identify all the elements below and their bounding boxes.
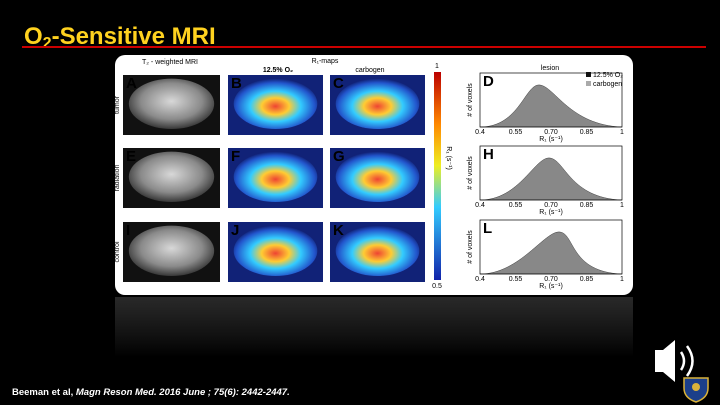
- colorbar-label: R₁ (s⁻¹): [445, 146, 452, 170]
- colorbar-min: 0.5: [432, 283, 442, 290]
- x-tick-label: 0.85: [580, 129, 594, 136]
- t2-image: [128, 78, 215, 129]
- y-axis-label: # of voxels: [467, 83, 474, 117]
- logo: [683, 377, 709, 403]
- title-main: O: [24, 23, 43, 50]
- x-tick-label: 0.4: [475, 202, 485, 209]
- histogram-frame: [479, 72, 623, 128]
- reflection: [115, 297, 633, 357]
- panel-letter: H: [483, 146, 494, 163]
- histogram-shape: [479, 157, 623, 201]
- legend-entry: 12.5% O₂: [593, 72, 623, 79]
- panel-letter: F: [231, 148, 240, 165]
- x-tick-label: 0.85: [580, 202, 594, 209]
- x-tick-label: 1: [620, 129, 624, 136]
- row-label: control: [114, 241, 121, 262]
- panel-letter: E: [126, 148, 136, 165]
- y-axis-label: # of voxels: [467, 230, 474, 264]
- title-rest: -Sensitive MRI: [52, 23, 216, 50]
- colorbar-max: 1: [435, 63, 439, 70]
- figure: T₂ - weighted MRI R₁-maps 12.5% O₂ carbo…: [114, 58, 624, 290]
- x-axis-label: R₁ (s⁻¹): [539, 283, 563, 290]
- y-axis-label: # of voxels: [467, 156, 474, 190]
- histogram-frame: [479, 145, 623, 201]
- panel-letter: J: [231, 222, 239, 239]
- slide-title: O2-Sensitive MRI: [24, 23, 216, 52]
- speaker-icon: [655, 340, 694, 382]
- x-tick-label: 0.85: [580, 276, 594, 283]
- panel-letter: G: [333, 148, 345, 165]
- x-tick-label: 0.4: [475, 276, 485, 283]
- panel-letter: C: [333, 75, 344, 92]
- row-label: tumor: [114, 95, 121, 114]
- t2-image: [128, 225, 215, 276]
- r1-map: [233, 151, 318, 202]
- panel-letter: L: [483, 220, 492, 237]
- column-label: lesion: [541, 65, 559, 72]
- title-subscript: 2: [43, 35, 52, 52]
- t2-image: [128, 151, 215, 202]
- r1-map: [233, 78, 318, 129]
- x-tick-label: 0.70: [544, 276, 558, 283]
- citation-authors: Beeman et al,: [12, 387, 76, 398]
- citation: Beeman et al, Magn Reson Med. 2016 June …: [12, 387, 290, 398]
- r1-map: [335, 151, 420, 202]
- x-tick-label: 0.4: [475, 129, 485, 136]
- x-tick-label: 0.55: [509, 276, 523, 283]
- r1-map: [335, 78, 420, 129]
- histogram-frame: [479, 219, 623, 275]
- x-axis-label: R₁ (s⁻¹): [539, 136, 563, 143]
- x-tick-label: 0.70: [544, 202, 558, 209]
- panel-letter: B: [231, 75, 242, 92]
- panel-letter: D: [483, 73, 494, 90]
- legend-swatch: [586, 81, 591, 86]
- legend-swatch: [586, 72, 591, 77]
- row-label: radiation: [114, 164, 121, 191]
- x-tick-label: 1: [620, 202, 624, 209]
- x-tick-label: 0.55: [509, 202, 523, 209]
- x-axis-label: R₁ (s⁻¹): [539, 209, 563, 216]
- column-label: carbogen: [355, 67, 384, 74]
- panel-letter: I: [126, 222, 130, 239]
- panel-letter: A: [126, 75, 137, 92]
- x-tick-label: 0.70: [544, 129, 558, 136]
- histogram-shape: [479, 84, 623, 128]
- r1-map: [233, 225, 318, 276]
- column-label: R₁-maps: [312, 58, 339, 65]
- r1-map: [335, 225, 420, 276]
- citation-journal: Magn Reson Med. 2016 June ; 75(6): 2442-…: [76, 387, 290, 398]
- panel-letter: K: [333, 222, 344, 239]
- column-label: 12.5% O₂: [263, 67, 293, 74]
- x-tick-label: 1: [620, 276, 624, 283]
- colorbar: [434, 72, 441, 280]
- x-tick-label: 0.55: [509, 129, 523, 136]
- column-label: T₂ - weighted MRI: [142, 59, 198, 66]
- legend-entry: carbogen: [593, 81, 622, 88]
